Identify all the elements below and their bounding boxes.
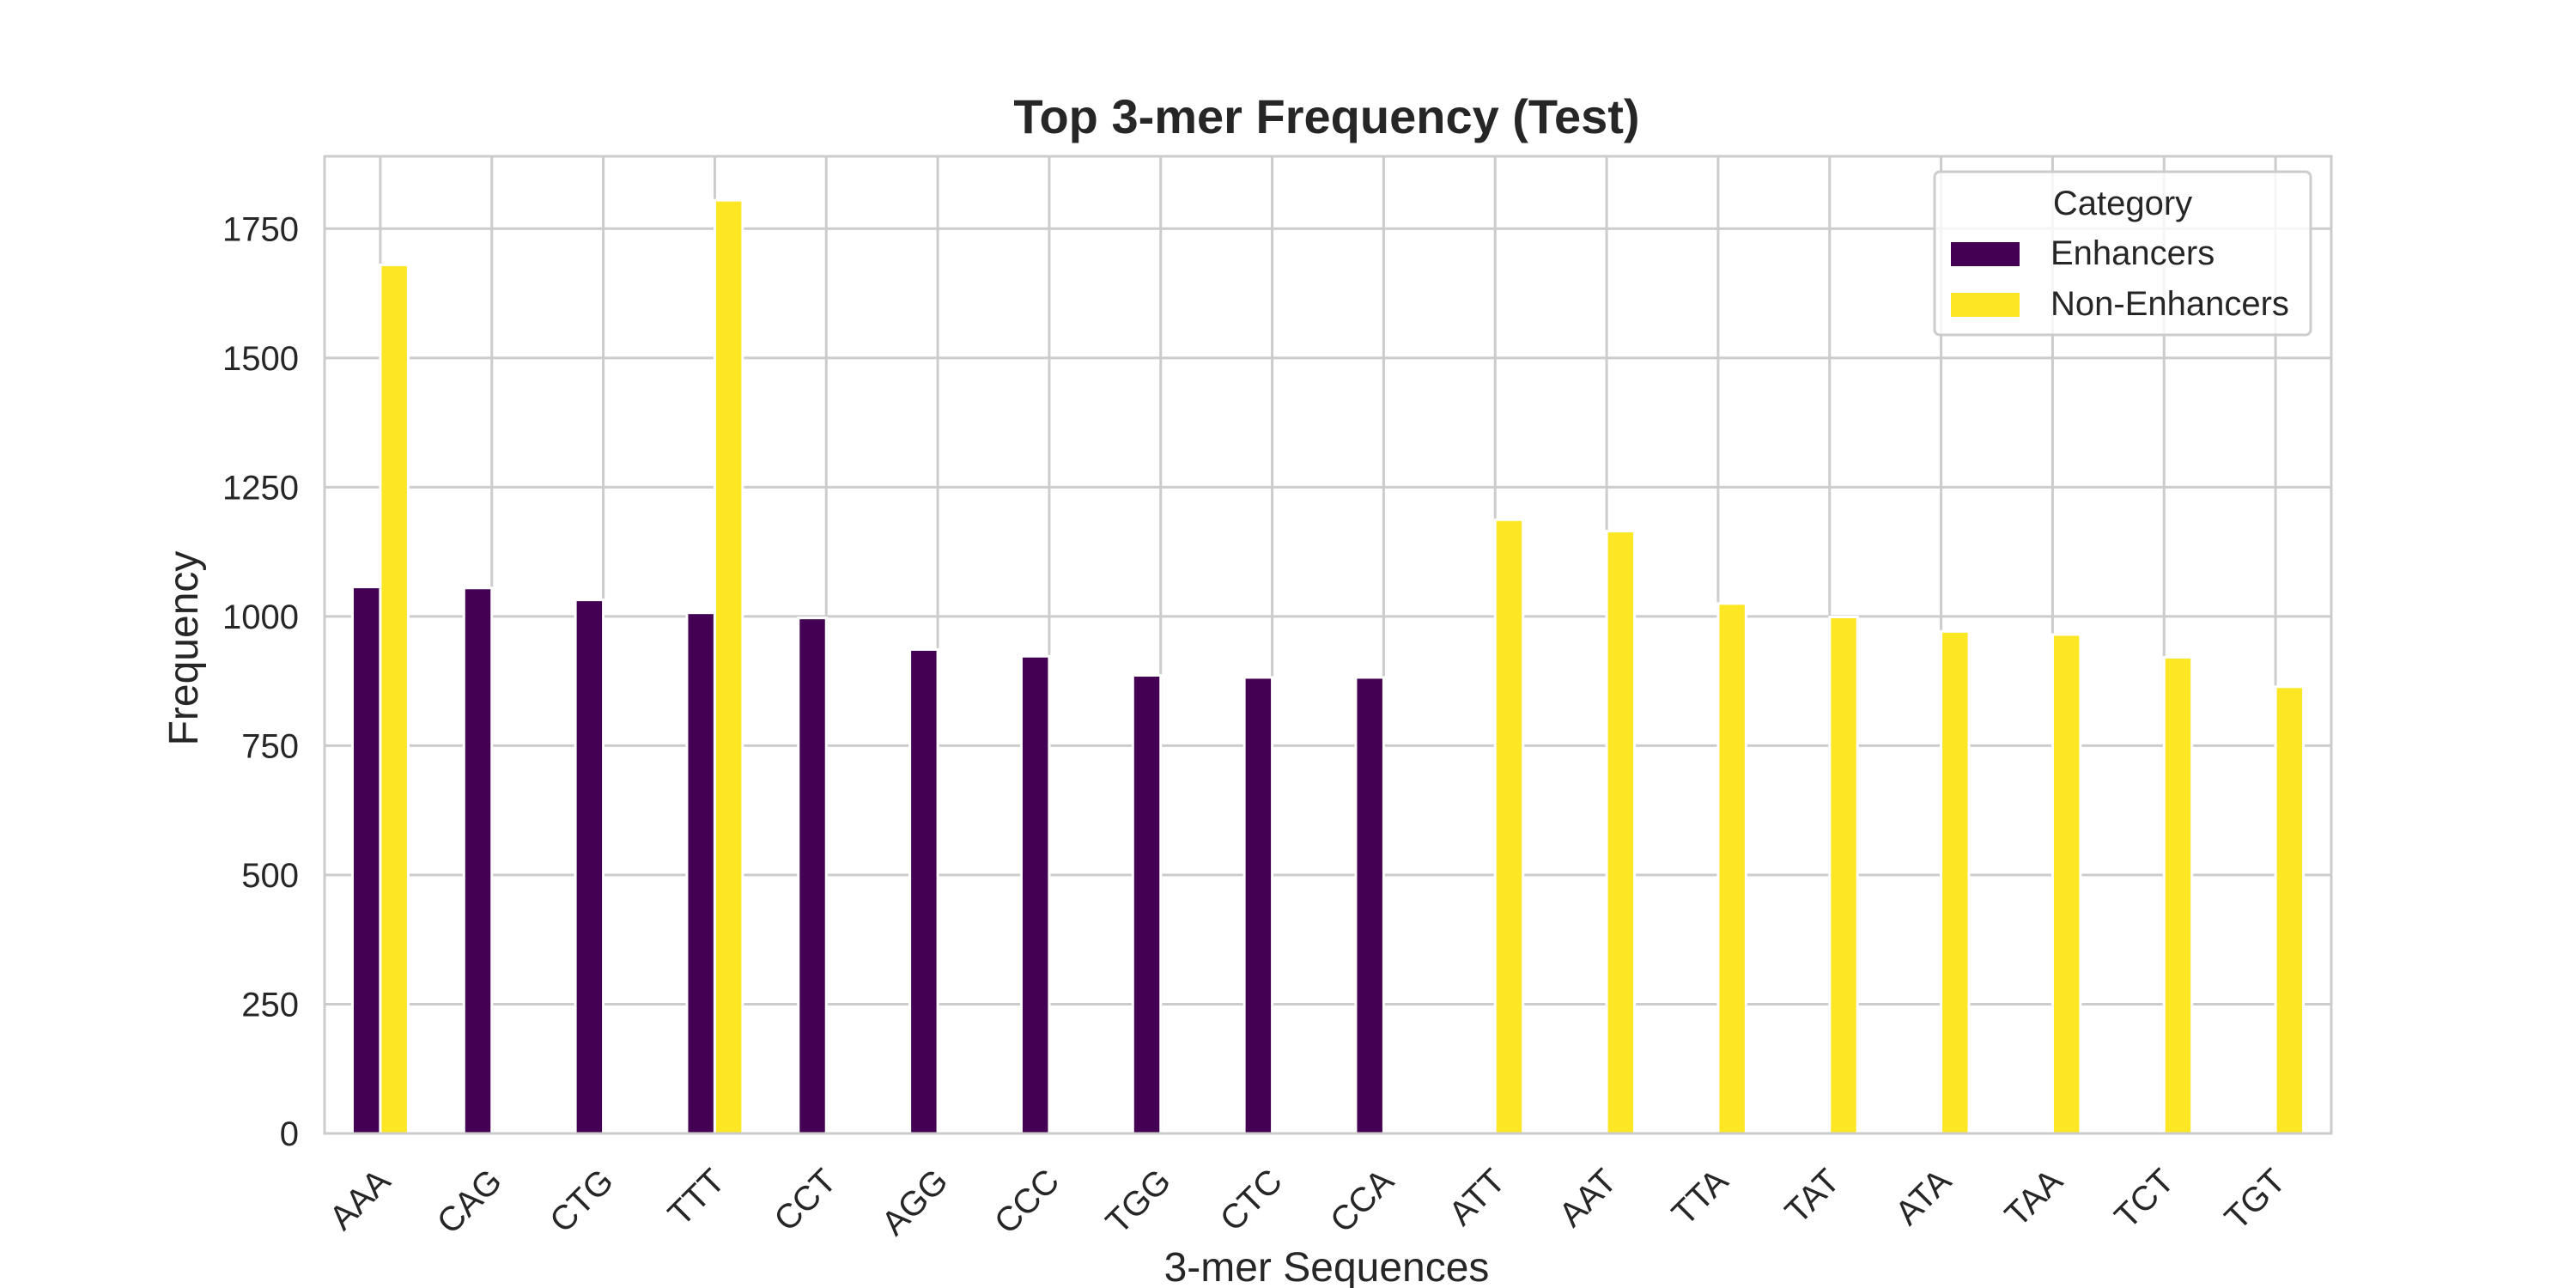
- legend-label-enhancers: Enhancers: [2050, 234, 2215, 272]
- bar-non-enhancers-tta: [1716, 602, 1747, 1135]
- bar-enhancers-cct: [797, 617, 828, 1135]
- bar-non-enhancers-aaa: [379, 263, 410, 1135]
- bar-non-enhancers-aat: [1605, 530, 1637, 1135]
- legend: Category Enhancers Non-Enhancers: [1933, 170, 2312, 337]
- bar-enhancers-cca: [1354, 676, 1385, 1135]
- y-tick-label: 750: [241, 727, 299, 765]
- y-tick-label: 1750: [222, 210, 299, 248]
- legend-swatch-non-enhancers: [1951, 293, 2020, 317]
- y-tick-labels: 0 250 500 750 1000 1250 1500 1750: [222, 210, 299, 1153]
- bar-enhancers-ctg: [574, 598, 605, 1135]
- bar-enhancers-agg: [908, 647, 939, 1135]
- plot-frame: [323, 155, 2333, 1135]
- bar-enhancers-ctc: [1242, 676, 1274, 1135]
- y-axis-title: Frequency: [161, 551, 207, 746]
- bar-non-enhancers-tct: [2162, 655, 2194, 1135]
- bar-non-enhancers-tat: [1828, 615, 1859, 1135]
- y-tick-label: 1250: [222, 469, 299, 507]
- bar-enhancers-ccc: [1019, 654, 1051, 1135]
- bar-enhancers-cag: [462, 586, 494, 1135]
- y-tick-label: 500: [241, 857, 299, 895]
- bar-enhancers-ttt: [685, 611, 716, 1135]
- legend-title: Category: [2053, 185, 2192, 222]
- bar-enhancers-aaa: [350, 586, 382, 1135]
- bar-non-enhancers-ata: [1940, 629, 1971, 1135]
- legend-swatch-enhancers: [1951, 242, 2020, 266]
- y-tick-label: 0: [280, 1115, 299, 1153]
- legend-box: [1933, 170, 2312, 337]
- bar-non-enhancers-tgt: [2274, 685, 2306, 1135]
- bar-non-enhancers-taa: [2050, 633, 2082, 1135]
- bar-enhancers-tgg: [1131, 674, 1163, 1135]
- y-tick-label: 1500: [222, 340, 299, 378]
- bar-non-enhancers-att: [1493, 518, 1525, 1135]
- axes: [323, 155, 2333, 1135]
- x-axis-title: 3-mer Sequences: [1164, 1245, 1490, 1288]
- y-tick-label: 1000: [222, 598, 299, 636]
- bar-non-enhancers-ttt: [713, 198, 744, 1135]
- y-tick-label: 250: [241, 986, 299, 1024]
- bars: [350, 198, 2306, 1135]
- legend-label-non-enhancers: Non-Enhancers: [2050, 285, 2289, 323]
- chart-title: Top 3-mer Frequency (Test): [1013, 89, 1639, 143]
